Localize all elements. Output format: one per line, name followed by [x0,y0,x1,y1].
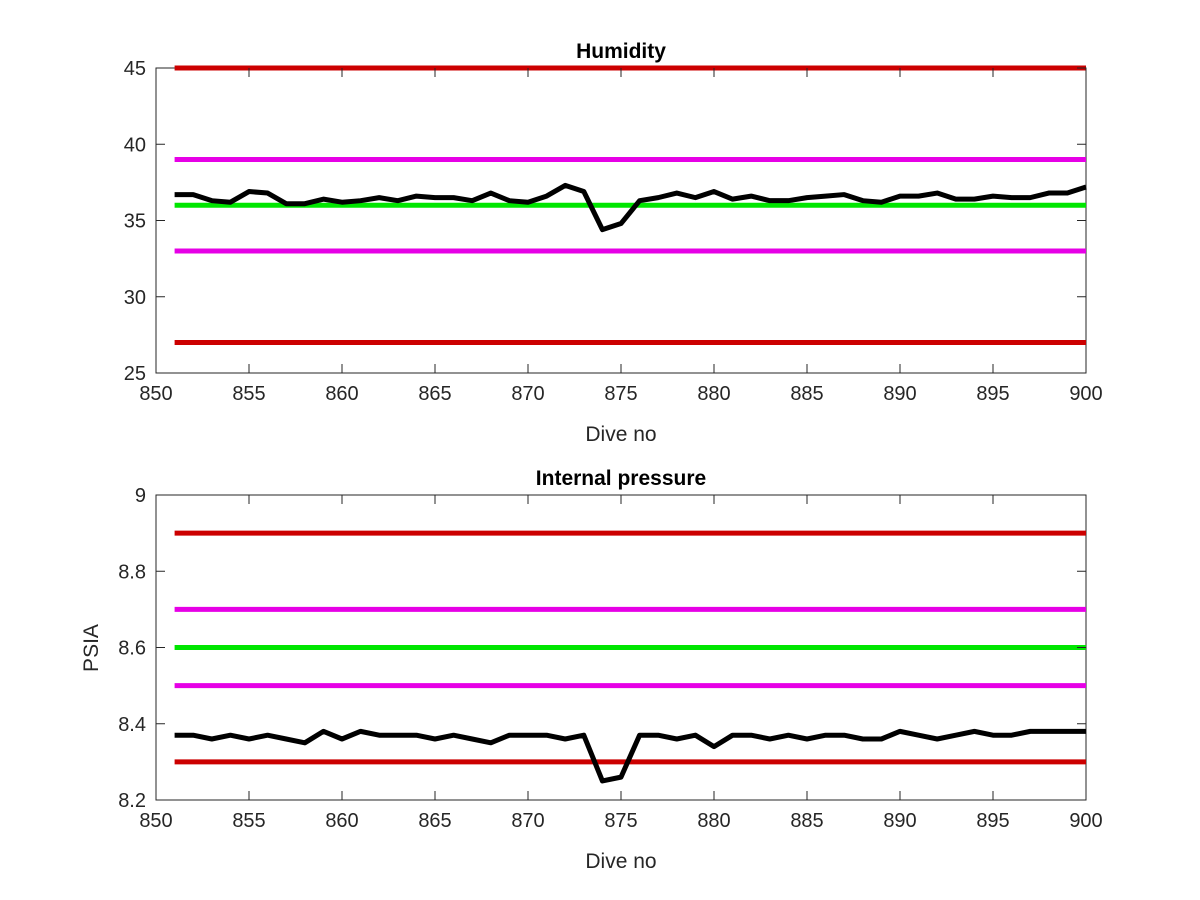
pressure-y-axis-label: PSIA [80,624,103,672]
pressure-x-axis-label: Dive no [585,850,656,873]
humidity-y-tick-label: 40 [124,134,146,156]
humidity-y-tick-label: 45 [124,58,146,80]
pressure-x-tick-label: 895 [976,810,1009,832]
pressure-title: Internal pressure [536,467,706,490]
humidity-data-line [174,182,1087,233]
pressure-x-tick-label: 850 [139,810,172,832]
humidity-x-tick-label: 895 [976,383,1009,405]
humidity-ticks: 850 855 860 865 870 875 880 885 890 895 900 25 30 35 4… [124,58,1103,405]
pressure-x-tick-label: 890 [883,810,916,832]
pressure-x-tick-label: 865 [418,810,451,832]
pressure-y-tick-label: 8.4 [118,714,146,736]
pressure-x-tick-label: 880 [697,810,730,832]
pressure-y-tick-label: 8.6 [118,638,146,660]
pressure-reference-lines [174,530,1086,765]
pressure-x-tick-label: 870 [511,810,544,832]
humidity-x-tick-label: 850 [139,383,172,405]
humidity-x-axis-label: Dive no [585,423,656,446]
pressure-x-tick-label: 885 [790,810,823,832]
pressure-x-tick-label: 855 [232,810,265,832]
humidity-y-tick-label: 35 [124,211,146,233]
humidity-x-tick-label: 890 [883,383,916,405]
pressure-data-line [174,728,1086,784]
humidity-x-tick-label: 860 [325,383,358,405]
humidity-x-tick-label: 865 [418,383,451,405]
humidity-x-tick-label: 875 [604,383,637,405]
humidity-x-tick-label: 885 [790,383,823,405]
humidity-y-tick-label: 25 [124,363,146,385]
pressure-subplot: 850 855 860 865 870 875 880 885 890 895 900 8.2 8.4 8… [80,467,1103,873]
humidity-reference-lines [174,65,1086,345]
humidity-series [174,182,1087,233]
pressure-ticks: 850 855 860 865 870 875 880 885 890 895 900 8.2 8.4 8… [118,485,1103,832]
pressure-series [174,728,1087,784]
humidity-x-tick-label: 880 [697,383,730,405]
pressure-y-tick-label: 8.2 [118,790,146,812]
humidity-x-tick-label: 900 [1069,383,1102,405]
humidity-title: Humidity [576,40,666,63]
pressure-y-tick-label: 9 [135,485,146,507]
humidity-x-tick-label: 855 [232,383,265,405]
pressure-x-tick-label: 875 [604,810,637,832]
pressure-x-tick-label: 900 [1069,810,1102,832]
humidity-y-tick-label: 30 [124,287,146,309]
humidity-subplot: 850 855 860 865 870 875 880 885 890 895 900 25 30 35 4… [124,40,1103,446]
humidity-x-tick-label: 870 [511,383,544,405]
pressure-x-tick-label: 860 [325,810,358,832]
pressure-y-tick-label: 8.8 [118,561,146,583]
